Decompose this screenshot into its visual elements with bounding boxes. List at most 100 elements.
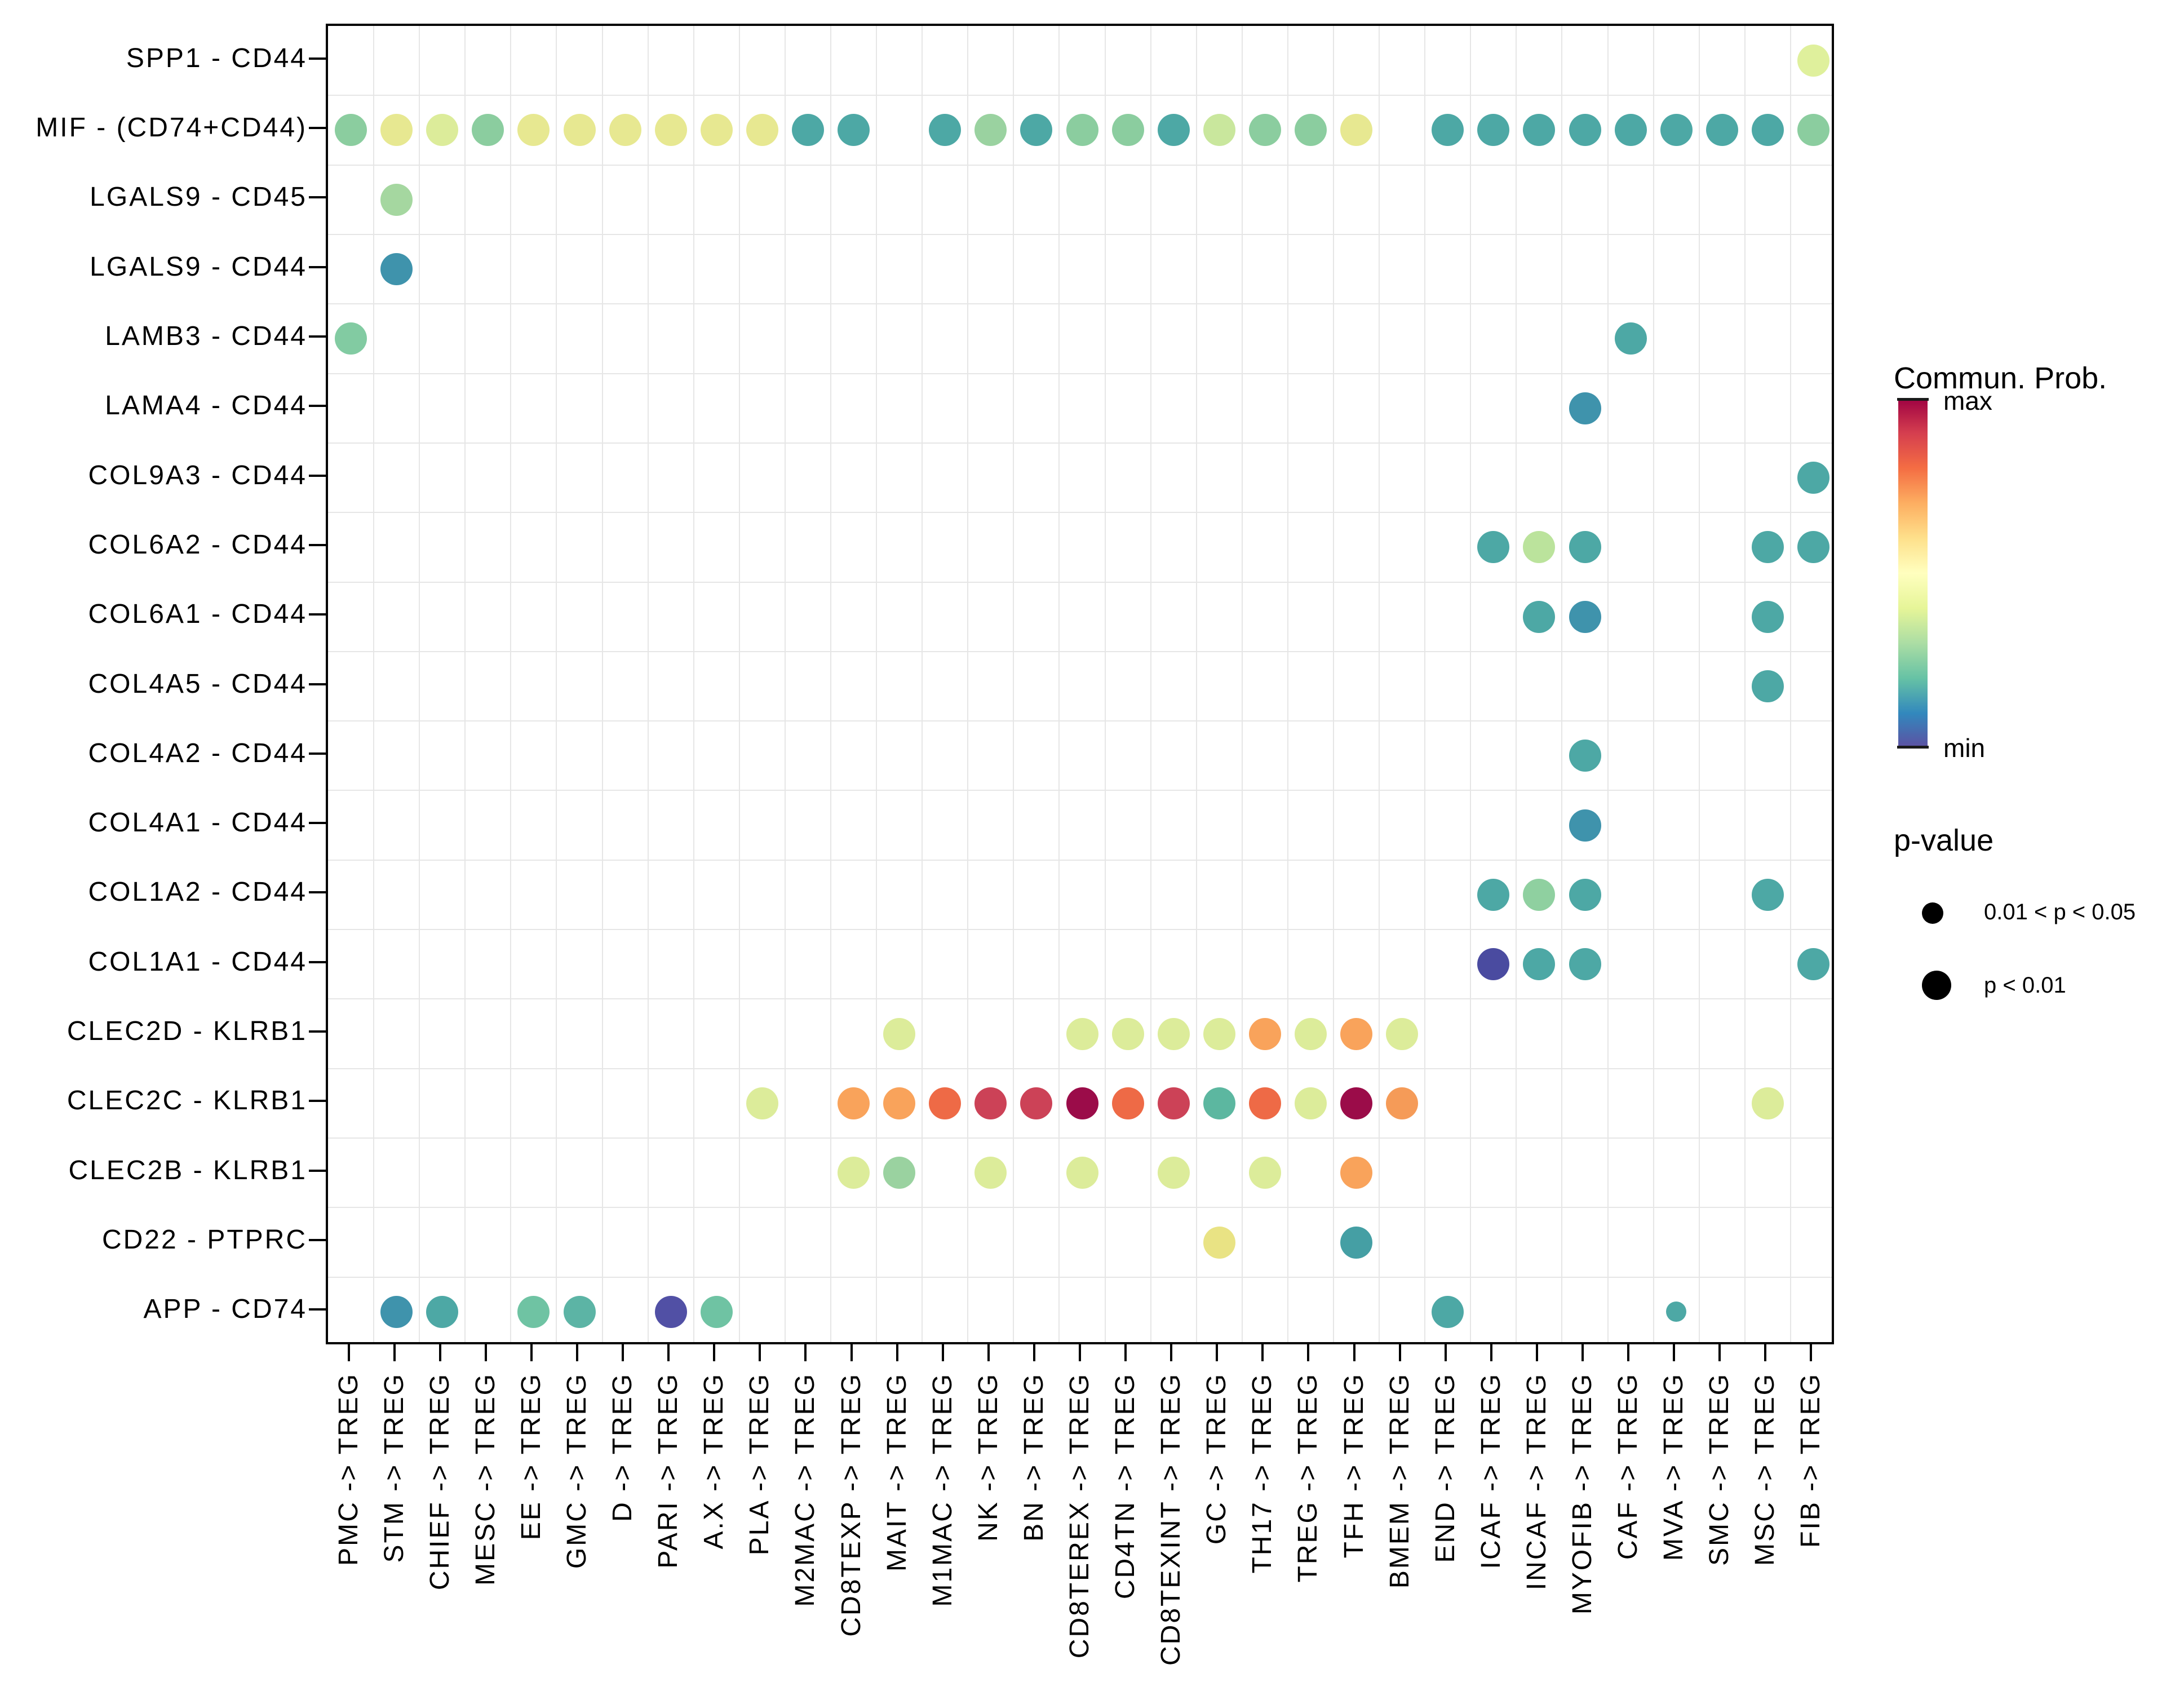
y-tick-label: SPP1 - CD44 [126, 43, 307, 73]
x-tick-label: FIB -> TREG [1796, 1373, 1826, 1548]
x-axis-tick [1764, 1344, 1767, 1361]
dot-COL6A2 - CD44-FIB [1797, 531, 1829, 564]
x-tick-label: ICAF -> TREG [1476, 1373, 1506, 1569]
x-tick-label: TFH -> TREG [1339, 1373, 1369, 1559]
dot-MIF - (CD74+CD44)-EE [517, 114, 550, 147]
gridline-vertical [876, 26, 878, 1342]
dot-APP - CD74-END [1432, 1295, 1464, 1328]
gridline-vertical [1058, 26, 1060, 1342]
y-axis-tick [309, 891, 326, 894]
dot-CLEC2B - KLRB1-CD8TEXINT [1157, 1157, 1190, 1189]
gridline-vertical [1104, 26, 1106, 1342]
dot-MIF - (CD74+CD44)-SMC [1705, 114, 1738, 147]
y-tick-label: CLEC2D - KLRB1 [67, 1016, 307, 1047]
dot-CLEC2C - KLRB1-GC [1203, 1087, 1235, 1119]
y-axis-tick [309, 1030, 326, 1033]
dot-APP - CD74-A.X [700, 1295, 733, 1328]
y-axis-tick [309, 822, 326, 825]
y-axis-tick [309, 405, 326, 408]
dot-CLEC2B - KLRB1-TFH [1340, 1157, 1373, 1189]
y-axis-tick [309, 265, 326, 268]
x-axis-tick [347, 1344, 350, 1361]
colorbar-min-label: min [1943, 733, 1986, 763]
dot-CLEC2D - KLRB1-BMEM [1386, 1017, 1419, 1050]
pvalue-title: p-value [1894, 824, 1994, 857]
pvalue-large-label: p < 0.01 [1984, 973, 2066, 998]
gridline-horizontal [328, 164, 1832, 166]
dot-MIF - (CD74+CD44)-END [1432, 114, 1464, 147]
x-tick-label: GMC -> TREG [562, 1373, 592, 1569]
y-axis-tick [309, 57, 326, 60]
y-tick-label: COL6A2 - CD44 [88, 529, 307, 560]
dot-MIF - (CD74+CD44)-TREG [1294, 114, 1327, 147]
dot-COL6A2 - CD44-MSC [1751, 531, 1784, 564]
x-axis-tick [1581, 1344, 1584, 1361]
x-axis-tick [896, 1344, 898, 1361]
dot-CLEC2C - KLRB1-TH17 [1248, 1087, 1281, 1119]
x-axis-tick [1627, 1344, 1630, 1361]
x-tick-label: EE -> TREG [516, 1373, 546, 1541]
x-tick-label: D -> TREG [608, 1373, 638, 1522]
x-tick-label: PARI -> TREG [653, 1373, 684, 1569]
gridline-horizontal [328, 1276, 1832, 1278]
dot-CLEC2C - KLRB1-CD8TEXP [838, 1087, 870, 1119]
x-axis-tick [804, 1344, 807, 1361]
gridline-vertical [1424, 26, 1426, 1342]
dot-MIF - (CD74+CD44)-CHIEF [426, 114, 459, 147]
y-tick-label: LGALS9 - CD44 [90, 251, 307, 282]
dot-COL6A1 - CD44-MYOFIB [1569, 600, 1601, 633]
y-axis-tick [309, 1100, 326, 1103]
gridline-horizontal [328, 303, 1832, 305]
x-tick-label: PMC -> TREG [333, 1373, 364, 1566]
gridline-vertical [556, 26, 557, 1342]
gridline-vertical [1333, 26, 1334, 1342]
dot-MIF - (CD74+CD44)-M1MAC [929, 114, 962, 147]
dot-CLEC2C - KLRB1-MSC [1751, 1087, 1784, 1119]
dot-CLEC2B - KLRB1-MAIT [883, 1157, 916, 1189]
x-tick-label: CAF -> TREG [1613, 1373, 1643, 1560]
colorbar-max-tick [1897, 398, 1929, 401]
gridline-vertical [1561, 26, 1563, 1342]
dot-COL9A3 - CD44-FIB [1797, 462, 1829, 494]
dot-APP - CD74-GMC [563, 1295, 596, 1328]
x-axis-tick [1673, 1344, 1676, 1361]
y-axis-tick [309, 683, 326, 685]
dot-LGALS9 - CD44-STM [380, 253, 413, 286]
dot-COL1A2 - CD44-MYOFIB [1569, 878, 1601, 911]
gridline-vertical [1195, 26, 1197, 1342]
x-tick-label: SMC -> TREG [1704, 1373, 1735, 1566]
x-tick-label: MAIT -> TREG [881, 1373, 912, 1572]
y-tick-label: MIF - (CD74+CD44) [36, 112, 307, 143]
dot-APP - CD74-PARI [654, 1295, 687, 1328]
gridline-vertical [1379, 26, 1380, 1342]
x-axis-tick [1353, 1344, 1355, 1361]
x-tick-label: CD4TN -> TREG [1110, 1373, 1141, 1600]
dot-CLEC2B - KLRB1-NK [974, 1157, 1007, 1189]
x-tick-label: GC -> TREG [1202, 1373, 1232, 1545]
y-axis-tick [309, 1169, 326, 1172]
dot-CLEC2C - KLRB1-CD4TN [1111, 1087, 1144, 1119]
colorbar-title: Commun. Prob. [1894, 361, 2107, 395]
dot-APP - CD74-EE [517, 1295, 550, 1328]
dot-COL1A1 - CD44-INCAF [1523, 948, 1556, 981]
gridline-vertical [1013, 26, 1015, 1342]
y-tick-label: CLEC2C - KLRB1 [67, 1086, 307, 1116]
dot-CLEC2D - KLRB1-GC [1203, 1017, 1235, 1050]
y-tick-label: COL9A3 - CD44 [88, 460, 307, 490]
x-tick-label: STM -> TREG [379, 1373, 409, 1563]
x-axis-tick [530, 1344, 533, 1361]
gridline-horizontal [328, 720, 1832, 722]
gridline-horizontal [328, 373, 1832, 374]
dot-APP - CD74-MVA [1666, 1302, 1687, 1322]
pvalue-large-dot [1922, 971, 1951, 1000]
dot-CLEC2B - KLRB1-TH17 [1248, 1157, 1281, 1189]
x-tick-label: CD8TEXP -> TREG [836, 1373, 866, 1637]
x-tick-label: CD8TEXINT -> TREG [1156, 1373, 1186, 1666]
x-tick-label: MESC -> TREG [470, 1373, 500, 1586]
dot-SPP1 - CD44-FIB [1797, 45, 1829, 77]
dot-CLEC2D - KLRB1-CD8TEXINT [1157, 1017, 1190, 1050]
gridline-vertical [373, 26, 375, 1342]
dot-CLEC2D - KLRB1-MAIT [883, 1017, 916, 1050]
gridline-horizontal [328, 1068, 1832, 1069]
y-tick-label: COL6A1 - CD44 [88, 599, 307, 630]
